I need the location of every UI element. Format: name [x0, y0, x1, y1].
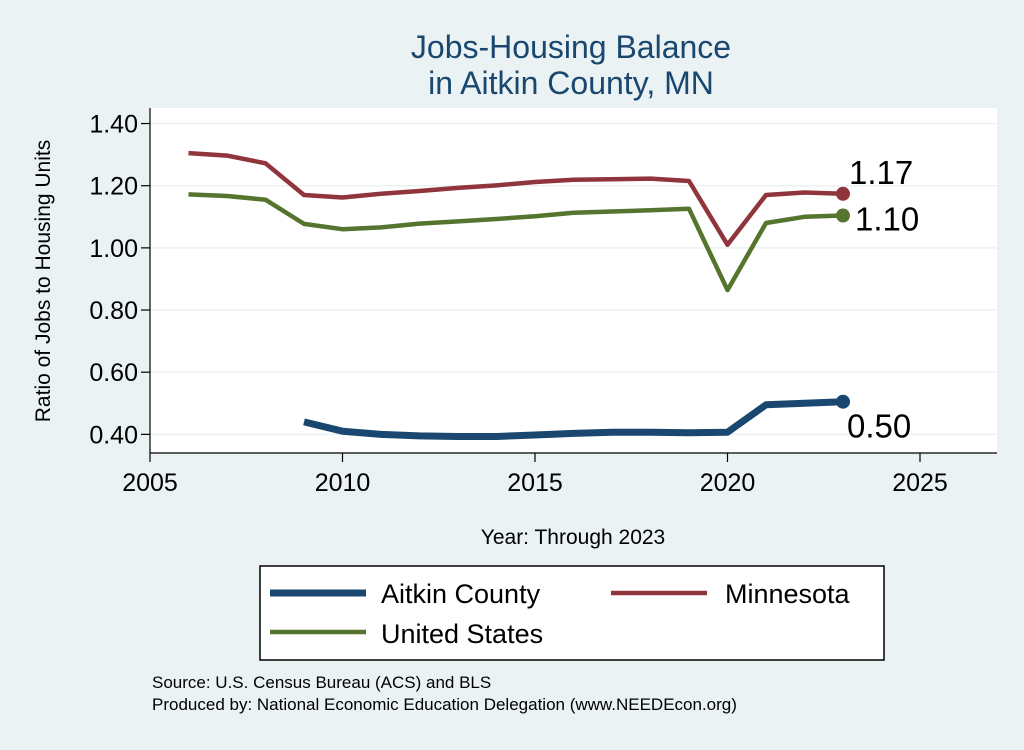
series-line-minnesota — [188, 150, 844, 248]
x-axis-title: Year: Through 2023 — [481, 526, 666, 549]
x-tick-label: 2020 — [700, 469, 756, 497]
x-tick-label: 2005 — [122, 469, 178, 497]
axes: 0.40 0.60 0.80 1.00 1.20 1.40 2005 2010 2015 2020… — [89, 108, 997, 497]
x-tick-label: 2015 — [507, 469, 563, 497]
end-label-minnesota: 1.17 — [849, 154, 913, 191]
end-label-aitkin-county: 0.50 — [847, 408, 911, 445]
series-line-aitkin-county — [303, 398, 844, 440]
end-marker-minnesota — [836, 186, 850, 201]
chart-title-line-1: Jobs-Housing Balance — [411, 29, 731, 65]
end-marker-united-states — [836, 208, 850, 223]
legend-label-aitkin-county: Aitkin County — [381, 579, 541, 609]
end-markers: 0.50 1.17 1.10 — [836, 154, 919, 445]
legend-label-minnesota: Minnesota — [725, 579, 851, 609]
y-tick-label: 1.20 — [89, 173, 138, 201]
chart-title-line-2: in Aitkin County, MN — [428, 65, 714, 101]
legend: Aitkin County Minnesota United States — [259, 565, 885, 661]
x-tick-label: 2025 — [892, 469, 948, 497]
gridlines — [150, 122, 997, 436]
y-tick-label: 1.40 — [89, 111, 138, 139]
series-line-united-states — [188, 192, 844, 293]
y-tick-label: 1.00 — [89, 235, 138, 263]
y-tick-label: 0.80 — [89, 297, 138, 325]
legend-label-united-states: United States — [381, 619, 543, 649]
y-tick-label: 0.40 — [89, 421, 138, 449]
source-note: Source: U.S. Census Bureau (ACS) and BLS — [152, 673, 491, 692]
plot-area — [150, 108, 997, 453]
series-lines — [188, 150, 844, 440]
x-tick-label: 2010 — [315, 469, 371, 497]
end-label-united-states: 1.10 — [855, 201, 919, 238]
legend-box — [259, 565, 885, 661]
y-axis-title: Ratio of Jobs to Housing Units — [32, 140, 55, 422]
y-tick-label: 0.60 — [89, 359, 138, 387]
producer-note: Produced by: National Economic Education… — [152, 695, 737, 714]
end-marker-aitkin-county — [836, 394, 850, 409]
